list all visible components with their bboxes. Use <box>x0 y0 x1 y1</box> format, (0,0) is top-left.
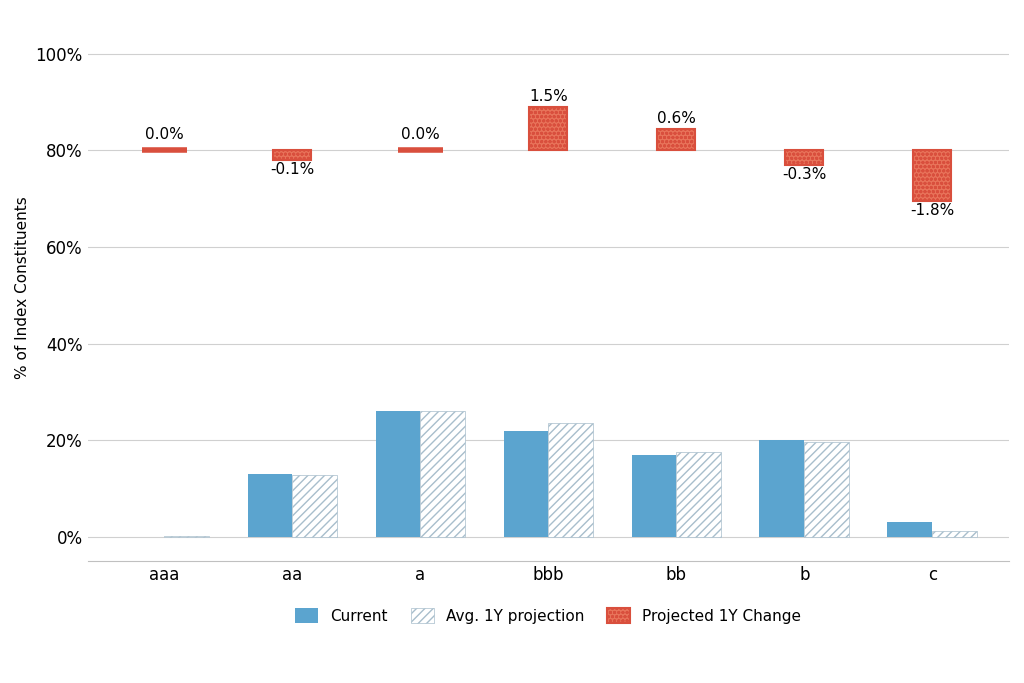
Bar <box>421 411 465 537</box>
Bar <box>676 452 721 537</box>
Bar <box>888 522 932 537</box>
Text: 0.0%: 0.0% <box>145 126 184 141</box>
Bar <box>248 474 293 537</box>
Bar <box>376 411 421 537</box>
Bar <box>165 536 209 537</box>
Bar <box>273 150 311 160</box>
Bar <box>913 150 951 201</box>
Text: -0.3%: -0.3% <box>782 167 826 182</box>
Bar <box>785 150 823 165</box>
Bar <box>932 531 977 537</box>
Bar <box>804 442 849 537</box>
Text: 1.5%: 1.5% <box>529 89 567 104</box>
Bar <box>548 423 593 537</box>
Text: -0.1%: -0.1% <box>270 163 314 178</box>
Bar <box>529 107 567 150</box>
Legend: Current, Avg. 1Y projection, Projected 1Y Change: Current, Avg. 1Y projection, Projected 1… <box>289 602 808 630</box>
Text: 0.6%: 0.6% <box>656 111 695 126</box>
Bar <box>632 455 676 537</box>
Bar <box>657 128 695 150</box>
Text: 0.0%: 0.0% <box>401 126 439 141</box>
Bar <box>293 475 337 537</box>
Text: -1.8%: -1.8% <box>910 204 954 219</box>
Y-axis label: % of Index Constituents: % of Index Constituents <box>15 197 30 379</box>
Bar <box>760 441 804 537</box>
Bar <box>504 430 548 537</box>
